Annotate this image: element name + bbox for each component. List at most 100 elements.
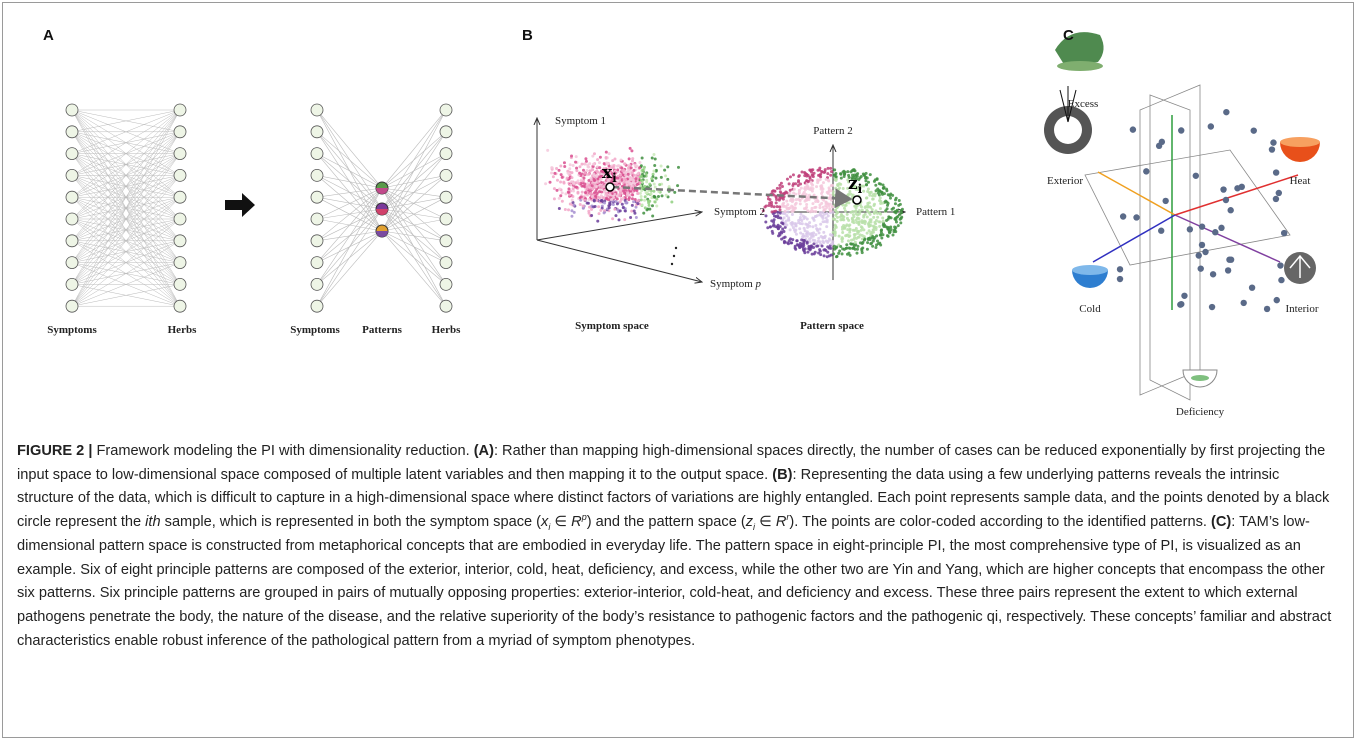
point: [597, 205, 600, 208]
point: [1249, 284, 1255, 290]
point: [898, 199, 901, 202]
point: [610, 198, 613, 201]
point: [839, 245, 842, 248]
point: [616, 177, 619, 180]
node: [66, 191, 78, 203]
point: [900, 211, 903, 214]
axis-line: [1098, 172, 1175, 215]
point: [605, 151, 608, 154]
point: [640, 195, 643, 198]
point: [591, 184, 594, 187]
point: [871, 208, 874, 211]
point: [1281, 230, 1287, 236]
point: [559, 164, 562, 167]
point: [818, 174, 821, 177]
point: [637, 192, 640, 195]
point: [868, 229, 871, 232]
point: [605, 156, 608, 159]
point: [829, 203, 832, 206]
point: [795, 233, 798, 236]
point: [595, 199, 598, 202]
point: [826, 241, 829, 244]
point: [785, 200, 788, 203]
point: [868, 201, 871, 204]
caption-run: (C): [1211, 514, 1231, 530]
point: [841, 237, 844, 240]
point: [771, 230, 774, 233]
point: [576, 192, 579, 195]
point: [835, 226, 838, 229]
point: [895, 209, 898, 212]
point: [865, 197, 868, 200]
subscript: i: [612, 171, 617, 185]
point: [855, 221, 858, 224]
point: [569, 163, 572, 166]
point: [587, 198, 590, 201]
point: [848, 224, 851, 227]
point: [622, 206, 625, 209]
point: [838, 182, 841, 185]
point: [544, 182, 547, 185]
point: [822, 249, 825, 252]
icon-heat: [1280, 137, 1320, 147]
point: [787, 211, 790, 214]
point: [871, 194, 874, 197]
point: [634, 164, 637, 167]
point: [829, 174, 832, 177]
panel-a: SymptomsHerbsSymptomsPatternsHerbs: [47, 104, 461, 336]
point: [803, 239, 806, 242]
point: [664, 174, 667, 177]
point: [809, 188, 812, 191]
point: [882, 187, 885, 190]
caption-run: FIGURE 2 |: [17, 443, 92, 459]
point: [648, 208, 651, 211]
point: [846, 213, 849, 216]
point: [817, 237, 820, 240]
point: [605, 192, 608, 195]
point: [817, 251, 820, 254]
ellipsis-dot: [671, 263, 673, 265]
point: [854, 233, 857, 236]
point: [654, 201, 657, 204]
point: [618, 194, 621, 197]
point: [899, 221, 902, 224]
caption-run: ith: [145, 514, 160, 530]
point: [573, 211, 576, 214]
point: [852, 229, 855, 232]
point: [873, 225, 876, 228]
caption-run: ∈: [550, 514, 571, 530]
point: [619, 159, 622, 162]
plane: [1140, 85, 1200, 395]
point: [853, 168, 856, 171]
point: [803, 207, 806, 210]
edge: [317, 175, 382, 209]
point: [862, 228, 865, 231]
point: [785, 191, 788, 194]
point: [670, 201, 673, 204]
caption-run: ∈: [755, 514, 776, 530]
edge: [382, 231, 446, 306]
sample-point: [853, 196, 861, 204]
point: [861, 209, 864, 212]
point: [792, 182, 795, 185]
point: [563, 161, 566, 164]
point: [776, 187, 779, 190]
point: [779, 208, 782, 211]
point: [808, 225, 811, 228]
point: [804, 198, 807, 201]
point: [803, 227, 806, 230]
point: [579, 203, 582, 206]
point: [552, 175, 555, 178]
point: [580, 179, 583, 182]
point: [888, 231, 891, 234]
point: [829, 247, 832, 250]
edge: [317, 110, 382, 188]
label-part: Symptom: [710, 278, 756, 290]
point: [636, 202, 639, 205]
point: [644, 195, 647, 198]
icon-excess: [1057, 61, 1103, 71]
point: [874, 209, 877, 212]
point: [856, 230, 859, 233]
point: [630, 166, 633, 169]
point: [884, 200, 887, 203]
